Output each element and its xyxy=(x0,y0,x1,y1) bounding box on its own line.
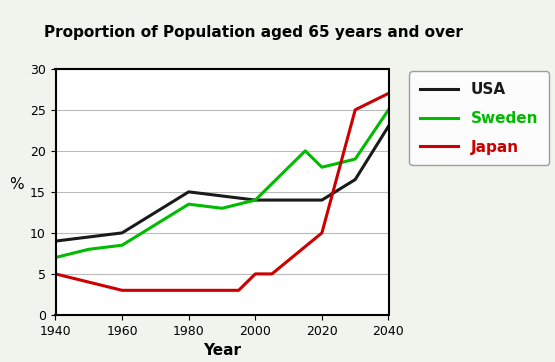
Y-axis label: %: % xyxy=(9,177,23,192)
X-axis label: Year: Year xyxy=(203,343,241,358)
Legend: USA, Sweden, Japan: USA, Sweden, Japan xyxy=(410,72,549,165)
Text: Proportion of Population aged 65 years and over: Proportion of Population aged 65 years a… xyxy=(44,25,463,40)
